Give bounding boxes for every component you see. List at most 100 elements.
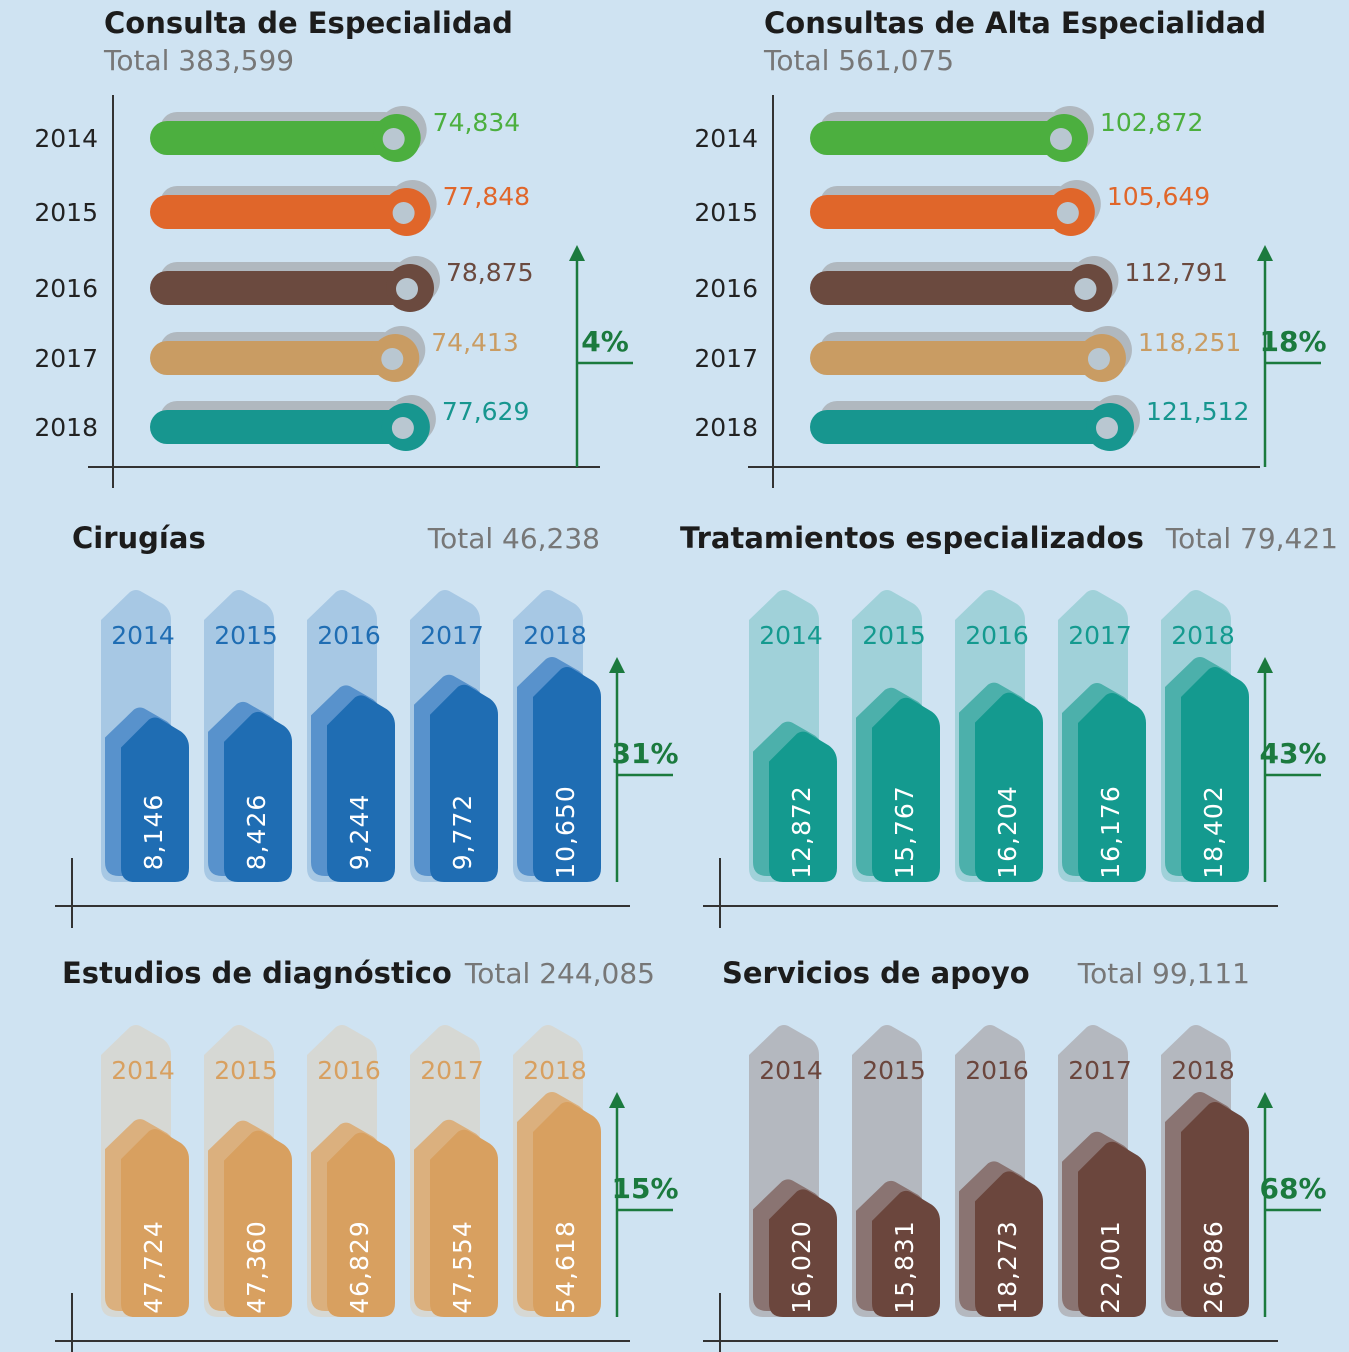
column xyxy=(224,1130,292,1317)
arrow-head xyxy=(1257,245,1273,261)
category-label: 2018 xyxy=(523,621,587,650)
chart-title: Cirugías xyxy=(72,521,206,555)
category-label: 2017 xyxy=(420,621,484,650)
value-label: 47,360 xyxy=(242,1220,271,1313)
column xyxy=(1181,667,1249,882)
value-label: 54,618 xyxy=(551,1220,580,1313)
column xyxy=(1078,1141,1146,1317)
category-label: 2015 xyxy=(694,198,758,227)
value-label: 9,772 xyxy=(448,794,477,871)
column xyxy=(872,697,940,882)
value-label: 8,426 xyxy=(242,794,271,871)
arrow-head xyxy=(609,657,625,673)
bar xyxy=(810,121,1064,155)
bar xyxy=(150,341,396,375)
category-label: 2014 xyxy=(694,124,758,153)
category-label: 2018 xyxy=(694,413,758,442)
value-label: 15,767 xyxy=(890,785,919,878)
value-label: 77,629 xyxy=(442,397,529,426)
column xyxy=(224,711,292,882)
value-label: 46,829 xyxy=(345,1220,374,1313)
chart-subtitle: Total 46,238 xyxy=(427,522,600,555)
category-label: 2015 xyxy=(214,621,278,650)
category-label: 2017 xyxy=(1068,1056,1132,1085)
ring-hole xyxy=(1049,128,1072,150)
value-label: 121,512 xyxy=(1146,397,1249,426)
value-label: 16,176 xyxy=(1096,785,1125,878)
arrow-head xyxy=(609,1092,625,1108)
value-label: 22,001 xyxy=(1096,1220,1125,1313)
category-label: 2014 xyxy=(111,621,175,650)
column xyxy=(533,1102,601,1317)
bar xyxy=(810,195,1071,229)
chart-title: Estudios de diagnóstico xyxy=(62,956,452,990)
growth-label: 43% xyxy=(1259,737,1326,770)
category-label: 2016 xyxy=(34,274,98,303)
value-label: 47,724 xyxy=(139,1220,168,1313)
value-label: 9,244 xyxy=(345,794,374,871)
value-label: 12,872 xyxy=(787,785,816,878)
bar xyxy=(150,271,410,305)
value-label: 112,791 xyxy=(1124,258,1227,287)
chart-title: Consultas de Alta Especialidad xyxy=(764,6,1266,40)
category-label: 2016 xyxy=(317,1056,381,1085)
ring-hole xyxy=(1096,417,1118,439)
value-label: 105,649 xyxy=(1107,182,1210,211)
value-label: 26,986 xyxy=(1199,1220,1228,1313)
value-label: 78,875 xyxy=(446,258,533,287)
bar xyxy=(810,341,1102,375)
chart-subtitle: Total 79,421 xyxy=(1165,522,1338,555)
bar xyxy=(150,195,407,229)
category-label: 2016 xyxy=(965,621,1029,650)
arrow-head xyxy=(1257,1092,1273,1108)
chart-title: Consulta de Especialidad xyxy=(104,6,513,40)
growth-label: 68% xyxy=(1259,1172,1326,1205)
column xyxy=(769,1189,837,1317)
value-label: 16,204 xyxy=(993,785,1022,878)
bar xyxy=(810,271,1089,305)
category-label: 2016 xyxy=(694,274,758,303)
column xyxy=(769,731,837,882)
value-label: 118,251 xyxy=(1138,328,1241,357)
category-label: 2015 xyxy=(862,621,926,650)
category-label: 2014 xyxy=(111,1056,175,1085)
category-label: 2018 xyxy=(1171,621,1235,650)
category-label: 2014 xyxy=(759,621,823,650)
category-label: 2017 xyxy=(34,344,98,373)
growth-label: 18% xyxy=(1259,325,1326,358)
value-label: 16,020 xyxy=(787,1220,816,1313)
bar xyxy=(150,410,406,444)
value-label: 18,402 xyxy=(1199,785,1228,878)
value-label: 74,413 xyxy=(431,328,518,357)
ring-hole xyxy=(1074,278,1097,300)
chart-subtitle: Total 244,085 xyxy=(464,957,655,990)
ring-hole xyxy=(381,348,404,370)
category-label: 2016 xyxy=(317,621,381,650)
value-label: 8,146 xyxy=(139,794,168,871)
chart-subtitle: Total 99,111 xyxy=(1077,957,1250,990)
chart-subtitle: Total 383,599 xyxy=(103,44,294,77)
category-label: 2015 xyxy=(214,1056,278,1085)
value-label: 47,554 xyxy=(448,1220,477,1313)
category-label: 2015 xyxy=(862,1056,926,1085)
category-label: 2016 xyxy=(965,1056,1029,1085)
value-label: 102,872 xyxy=(1100,108,1203,137)
column xyxy=(430,684,498,882)
category-label: 2018 xyxy=(1171,1056,1235,1085)
category-label: 2017 xyxy=(420,1056,484,1085)
arrow-head xyxy=(569,245,585,261)
bar xyxy=(150,121,397,155)
category-label: 2018 xyxy=(523,1056,587,1085)
category-label: 2017 xyxy=(694,344,758,373)
ring-hole xyxy=(1056,202,1079,224)
growth-label: 15% xyxy=(611,1172,678,1205)
bar xyxy=(810,410,1110,444)
value-label: 18,273 xyxy=(993,1220,1022,1313)
column xyxy=(1078,693,1146,882)
value-label: 10,650 xyxy=(551,785,580,878)
ring-hole xyxy=(391,417,414,439)
column xyxy=(1181,1102,1249,1317)
column xyxy=(872,1190,940,1317)
value-label: 77,848 xyxy=(443,182,530,211)
